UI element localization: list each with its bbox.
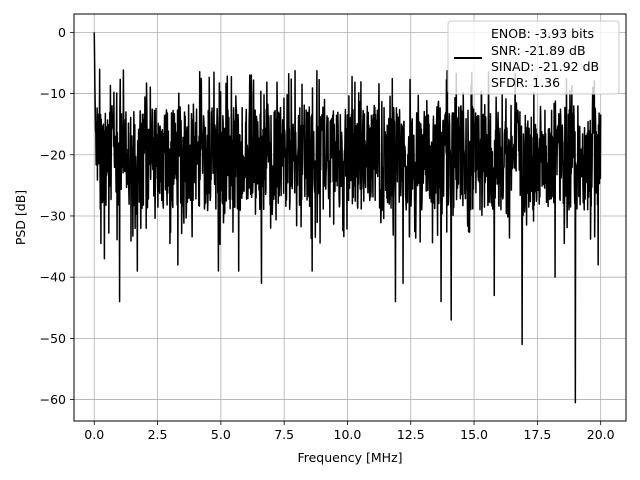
y-tick-label: 0 — [58, 25, 66, 40]
x-axis: 0.0 2.5 5.0 7.5 10.0 12.5 15.0 17.5 20.0 — [84, 421, 615, 442]
y-tick-label: −20 — [40, 147, 66, 162]
y-axis: 0 −10 −20 −30 −40 −50 −60 — [40, 25, 74, 407]
legend-line-sinad: SINAD: -21.92 dB — [491, 59, 599, 74]
legend: ENOB: -3.93 bits SNR: -21.89 dB SINAD: -… — [447, 20, 620, 95]
x-tick-label: 15.0 — [460, 427, 488, 442]
axes-frame — [73, 13, 627, 422]
x-tick-label: 12.5 — [397, 427, 425, 442]
x-tick-label: 0.0 — [84, 427, 104, 442]
x-tick-label: 10.0 — [334, 427, 362, 442]
legend-line-enob: ENOB: -3.93 bits — [491, 26, 594, 41]
y-tick-label: −30 — [40, 208, 66, 223]
psd-series-line — [93, 32, 602, 404]
y-tick-label: −40 — [40, 270, 66, 285]
x-tick-label: 20.0 — [587, 427, 615, 442]
y-tick-label: −60 — [40, 392, 66, 407]
y-tick-label: −50 — [40, 331, 66, 346]
x-tick-label: 17.5 — [523, 427, 551, 442]
x-tick-label: 2.5 — [148, 427, 168, 442]
legend-box — [447, 20, 620, 95]
y-tick-label: −10 — [40, 86, 66, 101]
legend-line-snr: SNR: -21.89 dB — [491, 43, 586, 58]
x-tick-label: 7.5 — [274, 427, 294, 442]
legend-line-sfdr: SFDR: 1.36 — [491, 75, 560, 90]
x-axis-title: Frequency [MHz] — [297, 450, 402, 465]
y-axis-title: PSD [dB] — [13, 190, 28, 245]
x-tick-label: 5.0 — [211, 427, 231, 442]
series-layer — [93, 32, 602, 404]
